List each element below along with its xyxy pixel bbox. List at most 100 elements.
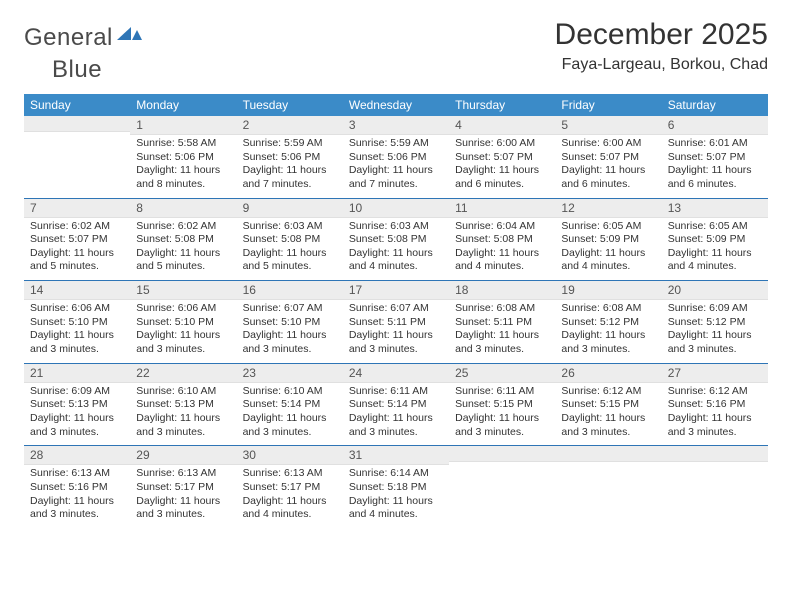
day-number: 3 — [343, 116, 449, 135]
daylight-line: Daylight: 11 hours and 3 minutes. — [30, 329, 124, 356]
day-number: 18 — [449, 281, 555, 300]
day-cell: 11Sunrise: 6:04 AMSunset: 5:08 PMDayligh… — [449, 198, 555, 281]
day-number: 24 — [343, 364, 449, 383]
day-detail: Sunrise: 5:59 AMSunset: 5:06 PMDaylight:… — [343, 135, 449, 198]
daylight-line: Daylight: 11 hours and 4 minutes. — [561, 247, 655, 274]
day-cell: 27 Sunrise: 6:12 AMSunset: 5:16 PMDayligh… — [662, 363, 768, 446]
day-cell: 28Sunrise: 6:13 AMSunset: 5:16 PMDayligh… — [24, 446, 130, 528]
day-number: 22 — [130, 364, 236, 383]
day-cell: 17Sunrise: 6:07 AMSunset: 5:11 PMDayligh… — [343, 281, 449, 364]
sunrise-line: Sunrise: 6:13 AM — [243, 467, 337, 481]
sunset-line: Sunset: 5:16 PM — [668, 398, 762, 412]
sunrise-line: Sunrise: 5:59 AM — [349, 137, 443, 151]
daylight-line: Daylight: 11 hours and 5 minutes. — [30, 247, 124, 274]
title-block: December 2025 Faya-Largeau, Borkou, Chad — [555, 18, 768, 74]
day-number: 2 — [237, 116, 343, 135]
day-cell: 6Sunrise: 6:01 AMSunset: 5:07 PMDaylight… — [662, 116, 768, 198]
sunset-line: Sunset: 5:15 PM — [561, 398, 655, 412]
sunrise-line: Sunrise: 6:09 AM — [30, 385, 124, 399]
day-cell: 9Sunrise: 6:03 AMSunset: 5:08 PMDaylight… — [237, 198, 343, 281]
day-cell — [24, 116, 130, 198]
day-cell: 7Sunrise: 6:02 AMSunset: 5:07 PMDaylight… — [24, 198, 130, 281]
weekday-tue: Tuesday — [237, 94, 343, 116]
daylight-line: Daylight: 11 hours and 3 minutes. — [243, 329, 337, 356]
week-row: 14Sunrise: 6:06 AMSunset: 5:10 PMDayligh… — [24, 281, 768, 364]
day-detail: Sunrise: 6:06 AMSunset: 5:10 PMDaylight:… — [24, 300, 130, 363]
sunrise-line: Sunrise: 6:14 AM — [349, 467, 443, 481]
day-number: 4 — [449, 116, 555, 135]
day-detail: Sunrise: 6:14 AMSunset: 5:18 PMDaylight:… — [343, 465, 449, 528]
sunrise-line: Sunrise: 6:02 AM — [136, 220, 230, 234]
sunrise-line: Sunrise: 6:11 AM — [455, 385, 549, 399]
sunrise-line: Sunrise: 6:11 AM — [349, 385, 443, 399]
day-detail: Sunrise: 5:58 AMSunset: 5:06 PMDaylight:… — [130, 135, 236, 198]
sunset-line: Sunset: 5:10 PM — [243, 316, 337, 330]
day-cell: 30Sunrise: 6:13 AMSunset: 5:17 PMDayligh… — [237, 446, 343, 528]
sunrise-line: Sunrise: 6:07 AM — [243, 302, 337, 316]
daylight-line: Daylight: 11 hours and 5 minutes. — [136, 247, 230, 274]
day-number: 10 — [343, 199, 449, 218]
day-cell: 25Sunrise: 6:11 AMSunset: 5:15 PMDayligh… — [449, 363, 555, 446]
day-number: 14 — [24, 281, 130, 300]
sunrise-line: Sunrise: 6:01 AM — [668, 137, 762, 151]
sunrise-line: Sunrise: 6:05 AM — [561, 220, 655, 234]
sunrise-line: Sunrise: 5:58 AM — [136, 137, 230, 151]
daylight-line: Daylight: 11 hours and 7 minutes. — [349, 164, 443, 191]
day-cell: 24Sunrise: 6:11 AMSunset: 5:14 PMDayligh… — [343, 363, 449, 446]
sunset-line: Sunset: 5:09 PM — [668, 233, 762, 247]
day-cell: 5Sunrise: 6:00 AMSunset: 5:07 PMDaylight… — [555, 116, 661, 198]
week-row: 28Sunrise: 6:13 AMSunset: 5:16 PMDayligh… — [24, 446, 768, 528]
weekday-mon: Monday — [130, 94, 236, 116]
day-detail: Sunrise: 6:01 AMSunset: 5:07 PMDaylight:… — [662, 135, 768, 198]
daylight-line: Daylight: 11 hours and 3 minutes. — [455, 412, 549, 439]
day-cell: 13Sunrise: 6:05 AMSunset: 5:09 PMDayligh… — [662, 198, 768, 281]
daylight-line: Daylight: 11 hours and 3 minutes. — [243, 412, 337, 439]
day-number — [24, 116, 130, 132]
sunrise-line: Sunrise: 6:08 AM — [561, 302, 655, 316]
daylight-line: Daylight: 11 hours and 3 minutes. — [668, 412, 762, 439]
day-number: 17 — [343, 281, 449, 300]
sunrise-line: Sunrise: 6:13 AM — [30, 467, 124, 481]
sunset-line: Sunset: 5:14 PM — [243, 398, 337, 412]
day-detail: Sunrise: 6:05 AMSunset: 5:09 PMDaylight:… — [662, 218, 768, 281]
daylight-line: Daylight: 11 hours and 3 minutes. — [349, 412, 443, 439]
sunrise-line: Sunrise: 6:03 AM — [243, 220, 337, 234]
day-number: 19 — [555, 281, 661, 300]
sunrise-line: Sunrise: 6:13 AM — [136, 467, 230, 481]
sunrise-line: Sunrise: 6:12 AM — [668, 385, 762, 399]
day-cell: 1Sunrise: 5:58 AMSunset: 5:06 PMDaylight… — [130, 116, 236, 198]
day-number: 27 — [662, 364, 768, 383]
sunrise-line: Sunrise: 6:10 AM — [136, 385, 230, 399]
sunset-line: Sunset: 5:16 PM — [30, 481, 124, 495]
daylight-line: Daylight: 11 hours and 8 minutes. — [136, 164, 230, 191]
sunset-line: Sunset: 5:09 PM — [561, 233, 655, 247]
sunrise-line: Sunrise: 5:59 AM — [243, 137, 337, 151]
day-detail — [555, 462, 661, 520]
sunset-line: Sunset: 5:08 PM — [349, 233, 443, 247]
day-cell — [555, 446, 661, 528]
daylight-line: Daylight: 11 hours and 4 minutes. — [349, 247, 443, 274]
day-detail: Sunrise: 6:08 AMSunset: 5:12 PMDaylight:… — [555, 300, 661, 363]
sunset-line: Sunset: 5:06 PM — [243, 151, 337, 165]
weekday-header-row: Sunday Monday Tuesday Wednesday Thursday… — [24, 94, 768, 116]
sunrise-line: Sunrise: 6:09 AM — [668, 302, 762, 316]
sunset-line: Sunset: 5:07 PM — [455, 151, 549, 165]
day-number: 7 — [24, 199, 130, 218]
day-detail: Sunrise: 6:07 AMSunset: 5:10 PMDaylight:… — [237, 300, 343, 363]
sunset-line: Sunset: 5:12 PM — [668, 316, 762, 330]
sunrise-line: Sunrise: 6:10 AM — [243, 385, 337, 399]
day-detail: Sunrise: 6:09 AMSunset: 5:12 PMDaylight:… — [662, 300, 768, 363]
daylight-line: Daylight: 11 hours and 3 minutes. — [561, 412, 655, 439]
day-cell: 8Sunrise: 6:02 AMSunset: 5:08 PMDaylight… — [130, 198, 236, 281]
day-number: 30 — [237, 446, 343, 465]
day-cell: 16Sunrise: 6:07 AMSunset: 5:10 PMDayligh… — [237, 281, 343, 364]
day-detail: Sunrise: 6:09 AMSunset: 5:13 PMDaylight:… — [24, 383, 130, 446]
day-number: 20 — [662, 281, 768, 300]
day-number: 9 — [237, 199, 343, 218]
day-cell: 12Sunrise: 6:05 AMSunset: 5:09 PMDayligh… — [555, 198, 661, 281]
week-row: 1Sunrise: 5:58 AMSunset: 5:06 PMDaylight… — [24, 116, 768, 198]
day-number: 6 — [662, 116, 768, 135]
sunset-line: Sunset: 5:13 PM — [136, 398, 230, 412]
sunset-line: Sunset: 5:13 PM — [30, 398, 124, 412]
sunset-line: Sunset: 5:12 PM — [561, 316, 655, 330]
